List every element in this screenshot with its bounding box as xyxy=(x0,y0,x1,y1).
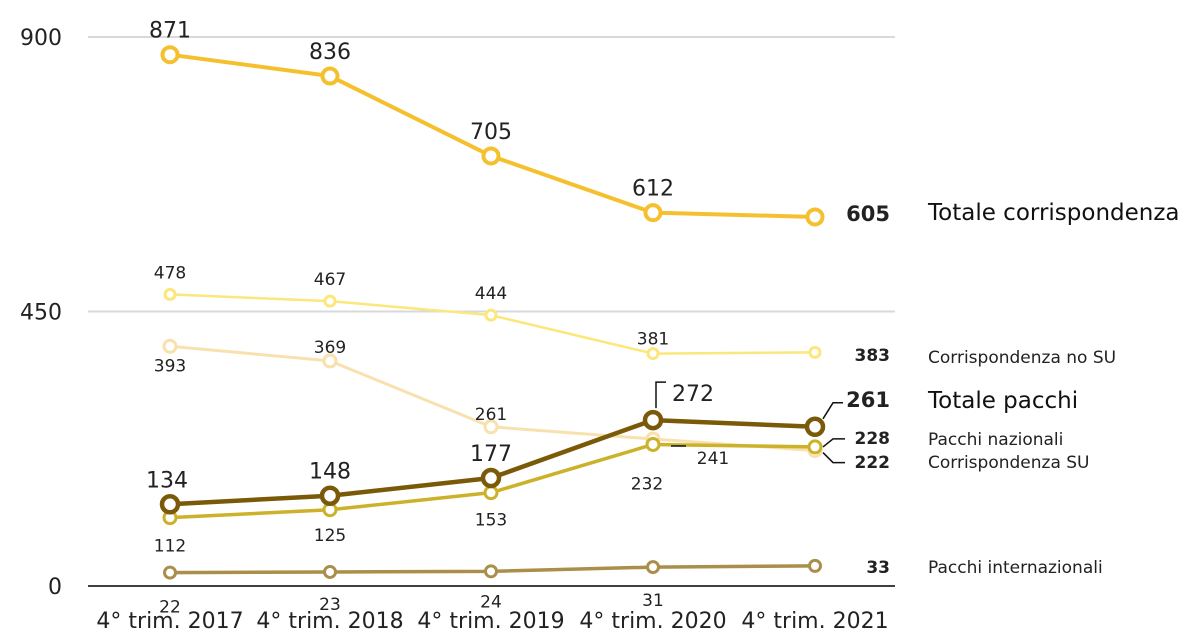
end-value-tot_pacchi: 261 xyxy=(846,388,890,412)
data-point-tot_pacchi xyxy=(159,494,181,515)
legend-label-tot_corr: Totale corrispondenza xyxy=(927,200,1180,226)
data-point-corr_no_su xyxy=(646,347,660,361)
y-tick-label: 0 xyxy=(48,575,62,600)
data-label-tot_pacchi: 272 xyxy=(672,382,714,407)
data-label-pacchi_naz: 112 xyxy=(154,537,186,557)
legend-label-pacchi_naz: Pacchi nazionali xyxy=(928,430,1063,450)
leader-line xyxy=(822,402,843,420)
data-label-corr_su: 261 xyxy=(475,405,507,425)
data-point-corr_no_su xyxy=(323,294,337,308)
x-tick-label: 4° trim. 2018 xyxy=(256,609,403,634)
data-point-pacchi_int xyxy=(163,565,177,580)
x-tick-label: 4° trim. 2019 xyxy=(417,609,564,634)
data-point-corr_no_su xyxy=(163,287,177,301)
data-label-corr_su: 393 xyxy=(154,356,186,376)
data-point-tot_corr xyxy=(481,146,501,166)
data-point-tot_corr xyxy=(160,45,180,65)
data-label-pacchi_naz: 153 xyxy=(475,511,507,531)
legend: 605 Totale corrispondenza 383 Corrispondenz… xyxy=(822,200,1180,578)
gridlines xyxy=(88,36,895,313)
legend-label-pacchi_int: Pacchi internazionali xyxy=(928,558,1103,578)
data-point-pacchi_int xyxy=(484,564,498,579)
data-label-pacchi_naz: 232 xyxy=(631,474,663,494)
x-tick-label: 4° trim. 2017 xyxy=(96,609,243,634)
data-label-tot_corr: 705 xyxy=(470,120,512,145)
data-label-tot_corr: 836 xyxy=(309,40,351,65)
data-label-corr_no_su: 444 xyxy=(475,284,507,304)
leader-line xyxy=(822,452,845,464)
y-tick-label: 900 xyxy=(20,26,62,51)
data-label-tot_pacchi: 148 xyxy=(309,460,351,485)
legend-label-corr_no_su: Corrispondenza no SU xyxy=(928,348,1116,368)
data-point-corr_su xyxy=(162,338,178,354)
data-point-pacchi_naz xyxy=(807,439,823,455)
data-point-pacchi_int xyxy=(808,558,822,573)
data-label-pacchi_int: 31 xyxy=(642,591,664,611)
legend-label-tot_pacchi: Totale pacchi xyxy=(927,388,1078,414)
data-point-corr_su xyxy=(322,353,338,369)
data-point-tot_corr xyxy=(320,66,340,86)
data-point-corr_no_su xyxy=(808,345,822,359)
leader-line xyxy=(822,438,845,448)
x-tick-label: 4° trim. 2020 xyxy=(579,609,726,634)
data-label-tot_pacchi: 177 xyxy=(470,442,512,467)
end-value-pacchi_naz: 228 xyxy=(855,429,891,449)
data-label-corr_su: 369 xyxy=(314,338,346,358)
axes: 0 450 900 4° trim. 2017 4° trim. 2018 4° trim… xyxy=(20,26,895,634)
data-point-tot_pacchi xyxy=(804,416,826,438)
data-label-corr_no_su: 467 xyxy=(314,270,346,290)
data-point-pacchi_naz xyxy=(645,436,661,452)
end-value-corr_su: 222 xyxy=(855,453,891,473)
data-label-pacchi_int: 24 xyxy=(480,592,502,612)
data-label-tot_pacchi: 134 xyxy=(146,468,188,493)
data-point-corr_no_su xyxy=(484,308,498,322)
data-point-tot_pacchi xyxy=(480,467,502,489)
data-label-tot_corr: 612 xyxy=(632,177,674,202)
data-point-tot_pacchi xyxy=(319,485,341,506)
y-tick-label: 450 xyxy=(20,301,62,326)
data-label-corr_no_su: 381 xyxy=(637,330,669,350)
data-label-pacchi_int: 22 xyxy=(159,598,181,618)
legend-label-corr_su: Corrispondenza SU xyxy=(928,453,1090,473)
data-labels: 871 836 705 612 478 467 444 381 393 369 261 241 134 1… xyxy=(146,19,729,618)
data-point-pacchi_int xyxy=(323,564,337,579)
end-value-pacchi_int: 33 xyxy=(866,558,890,578)
data-point-tot_corr xyxy=(805,207,825,227)
end-value-corr_no_su: 383 xyxy=(855,346,891,366)
data-point-pacchi_naz xyxy=(483,485,499,501)
data-point-tot_pacchi xyxy=(642,409,664,431)
data-label-pacchi_int: 23 xyxy=(319,595,341,615)
series-points xyxy=(159,45,826,580)
series-line-corr_su xyxy=(169,344,816,453)
data-label-tot_corr: 871 xyxy=(149,19,191,44)
data-label-corr_su: 241 xyxy=(697,449,729,469)
data-label-pacchi_naz: 125 xyxy=(314,526,346,546)
leader-line xyxy=(655,381,666,409)
data-point-pacchi_int xyxy=(646,560,660,575)
data-point-corr_su xyxy=(483,419,499,435)
x-tick-label: 4° trim. 2021 xyxy=(741,609,888,634)
data-label-corr_no_su: 478 xyxy=(154,263,186,283)
data-point-tot_corr xyxy=(643,203,663,223)
end-value-tot_corr: 605 xyxy=(846,202,890,226)
